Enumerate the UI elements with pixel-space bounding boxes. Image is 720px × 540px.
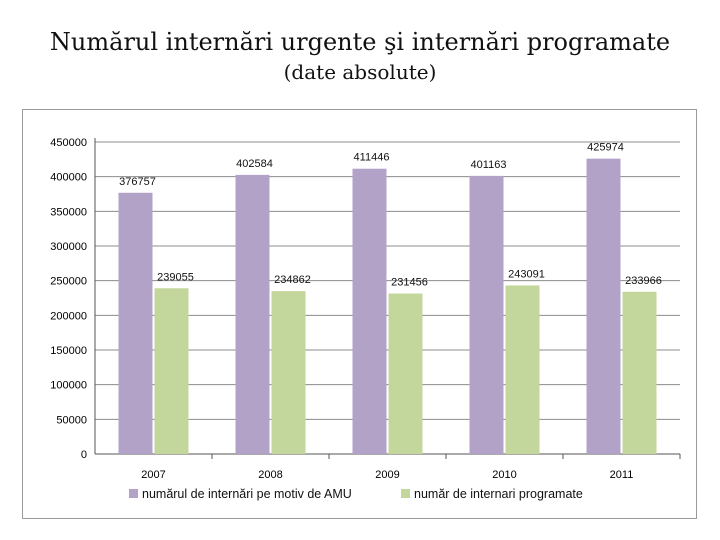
y-tick-label: 150000 <box>50 345 87 357</box>
bar-amu <box>469 175 504 454</box>
bar-amu <box>118 192 153 455</box>
data-label: 233966 <box>625 275 662 287</box>
data-label: 234862 <box>274 274 311 286</box>
bar-programate <box>154 288 189 454</box>
bar-amu <box>352 168 387 454</box>
x-tick-label: 2011 <box>610 469 634 481</box>
x-tick-label: 2007 <box>141 469 165 481</box>
y-tick-label: 450000 <box>50 137 87 149</box>
y-tick-label: 100000 <box>50 380 87 392</box>
x-tick-label: 2008 <box>258 469 282 481</box>
bar-chart: 0 50000 100000 150000 200000 250000 300000 3500… <box>50 137 681 501</box>
legend-label-programate: număr de internari programate <box>414 487 583 501</box>
data-label: 401163 <box>471 159 507 171</box>
bar-amu <box>586 158 621 454</box>
legend-swatch-amu <box>129 489 138 498</box>
chart-subtitle: (date absolute) <box>283 60 437 84</box>
data-label: 231456 <box>391 277 428 289</box>
chart-frame: 0 50000 100000 150000 200000 250000 300000 3500… <box>22 109 697 519</box>
chart-title: Numărul internări urgente şi internări p… <box>49 28 671 56</box>
y-tick-label: 200000 <box>50 310 87 322</box>
y-tick-label: 400000 <box>50 172 87 184</box>
y-tick-label: 250000 <box>50 276 87 288</box>
data-label: 239055 <box>157 271 194 283</box>
bar-programate <box>505 285 540 454</box>
bar-programate <box>388 293 423 454</box>
x-tick-label: 2009 <box>375 469 399 481</box>
bar-amu <box>235 174 270 454</box>
y-tick-label: 350000 <box>50 206 87 218</box>
data-label: 411446 <box>354 152 390 164</box>
x-tick-label: 2010 <box>492 469 516 481</box>
title-block: Numărul internări urgente şi internări p… <box>0 26 720 86</box>
y-tick-label: 300000 <box>50 241 87 253</box>
y-tick-label: 0 <box>81 449 87 461</box>
data-label: 376757 <box>119 176 156 188</box>
data-label: 402584 <box>236 158 273 170</box>
bar-programate <box>271 291 306 454</box>
legend-swatch-programate <box>401 489 410 498</box>
data-label: 425974 <box>587 142 624 154</box>
bar-programate <box>622 291 657 454</box>
y-tick-label: 50000 <box>56 414 87 426</box>
data-label: 243091 <box>508 268 545 280</box>
legend-label-amu: numărul de internări pe motiv de AMU <box>142 487 352 501</box>
